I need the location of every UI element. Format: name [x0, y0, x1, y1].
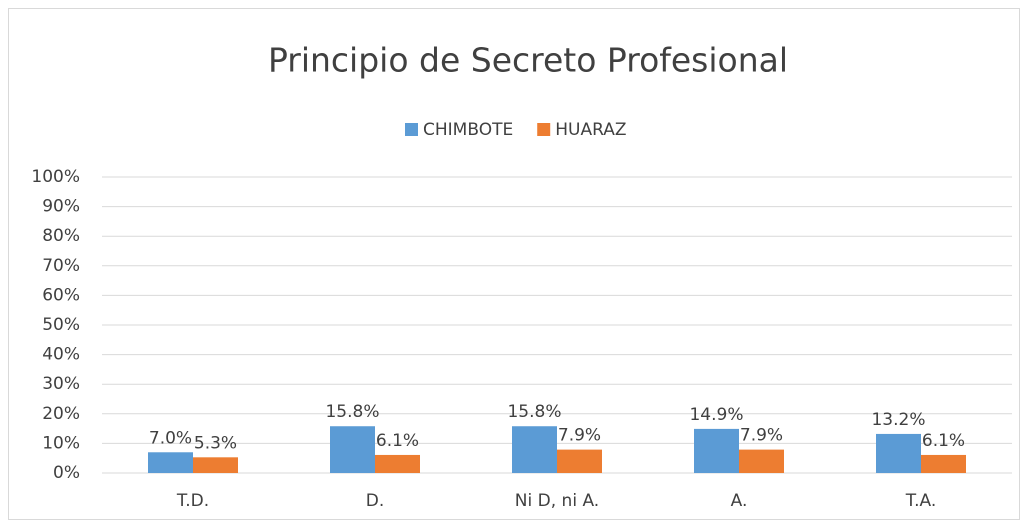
y-tick-label: 70%: [42, 256, 80, 276]
data-label: 6.1%: [376, 431, 419, 451]
data-label: 15.8%: [325, 402, 379, 422]
legend-label: HUARAZ: [555, 120, 626, 140]
data-label: 5.3%: [194, 433, 237, 453]
data-label: 6.1%: [922, 431, 965, 451]
y-tick-label: 30%: [42, 374, 80, 394]
data-label: 7.0%: [149, 428, 192, 448]
bar: [148, 452, 193, 473]
y-tick-label: 20%: [42, 404, 80, 424]
legend-label: CHIMBOTE: [423, 120, 513, 140]
bar: [193, 457, 238, 473]
y-tick-label: 40%: [42, 345, 80, 365]
bar: [921, 454, 966, 473]
data-label: 7.9%: [558, 426, 601, 446]
bar: [330, 426, 375, 473]
x-tick-label: D.: [366, 491, 385, 511]
y-tick-label: 50%: [42, 315, 80, 335]
x-tick-label: A.: [731, 491, 748, 511]
x-tick-label: T.D.: [176, 491, 209, 511]
x-tick-label: T.A.: [905, 491, 937, 511]
y-tick-label: 60%: [42, 285, 80, 305]
legend-swatch: [405, 123, 418, 136]
bar: [375, 454, 420, 473]
data-label: 15.8%: [507, 402, 561, 422]
y-tick-label: 90%: [42, 197, 80, 217]
data-label: 7.9%: [740, 426, 783, 446]
y-tick-label: 10%: [42, 433, 80, 453]
bar: [512, 426, 557, 473]
bar: [876, 433, 921, 473]
data-label: 13.2%: [871, 410, 925, 430]
y-tick-label: 80%: [42, 226, 80, 246]
bar: [694, 428, 739, 473]
x-tick-label: Ni D, ni A.: [515, 491, 599, 511]
data-label: 14.9%: [689, 405, 743, 425]
bar: [739, 449, 784, 473]
bar: [557, 449, 602, 473]
legend-swatch: [537, 123, 551, 136]
y-tick-label: 100%: [31, 167, 80, 187]
y-tick-label: 0%: [53, 463, 80, 483]
chart-title: Principio de Secreto Profesional: [268, 41, 788, 80]
